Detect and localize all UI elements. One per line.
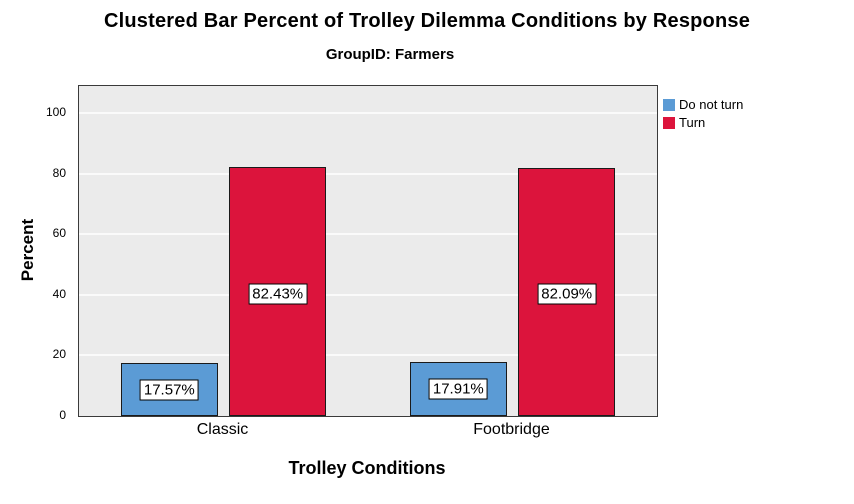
- bar-value-label: 17.57%: [139, 379, 199, 401]
- legend: Do not turn Turn: [663, 97, 843, 133]
- gridline: [79, 293, 657, 296]
- chart-subtitle: GroupID: Farmers: [325, 46, 455, 63]
- y-tick-label: 80: [52, 165, 66, 180]
- x-axis-ticks: Classic Footbridge: [78, 421, 656, 445]
- y-tick-label: 0: [59, 408, 66, 422]
- bar-value-label: 17.91%: [428, 378, 488, 400]
- legend-entry: Do not turn: [663, 97, 843, 113]
- x-tick-label: Classic: [196, 421, 249, 438]
- legend-label: Do not turn: [679, 97, 744, 112]
- x-tick-label: Footbridge: [473, 421, 550, 438]
- legend-swatch: [663, 117, 675, 129]
- legend-label: Turn: [679, 115, 706, 130]
- gridline: [79, 233, 657, 236]
- y-tick-label: 100: [45, 105, 66, 120]
- plot-area: 17.57% 82.43% 17.91% 82.09%: [78, 85, 658, 417]
- legend-swatch: [663, 99, 675, 111]
- legend-entry: Turn: [663, 115, 843, 131]
- y-tick-label: 60: [52, 226, 66, 241]
- y-tick-label: 40: [52, 286, 66, 301]
- gridline: [79, 112, 657, 115]
- gridline: [79, 172, 657, 175]
- y-axis-ticks: 0 20 40 60 80 100: [0, 85, 74, 422]
- bar-value-label: 82.43%: [248, 283, 308, 305]
- bar-do-not-turn-classic: [120, 362, 218, 416]
- x-axis-title: Trolley Conditions: [288, 458, 446, 478]
- y-tick-label: 20: [52, 347, 66, 362]
- bar-value-label: 82.09%: [537, 283, 597, 305]
- gridline: [79, 354, 657, 357]
- chart-title: Clustered Bar Percent of Trolley Dilemma…: [103, 10, 751, 32]
